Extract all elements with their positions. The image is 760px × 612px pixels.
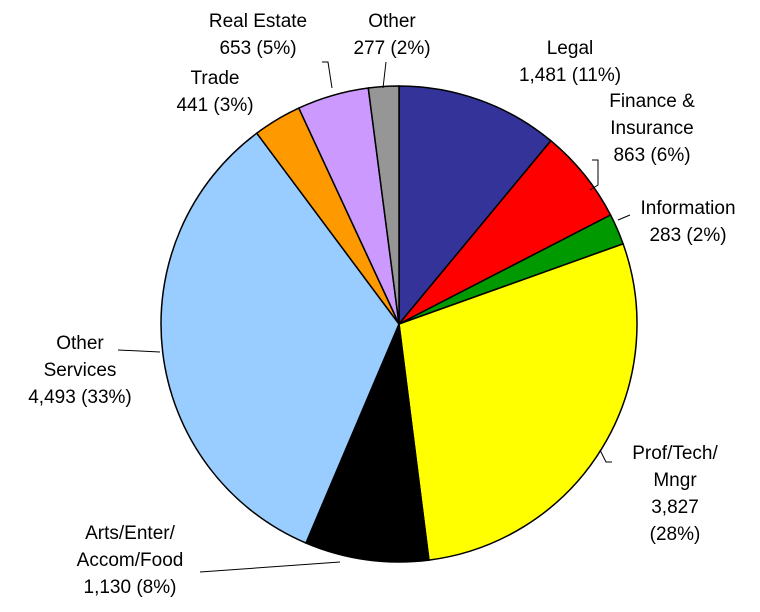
slice-label: Prof/Tech/ Mngr 3,827 (28%) [632,440,718,548]
pie-slice [398,242,638,561]
slice-value: 441 (3%) [176,95,254,116]
slice-label: Trade 441 (3%) [176,65,253,119]
slice-name: Legal [546,38,594,59]
slice-value: 283 (2%) [649,225,727,246]
slice-value: 4,493 (33%) [28,387,132,408]
leader-line [117,349,161,353]
slice-name: Information [640,198,736,219]
slice-name: Prof/Tech/ Mngr [632,443,718,491]
slice-name: Other [368,11,416,32]
leader-line [199,561,341,573]
leader-line [599,449,612,463]
slice-value: 863 (6%) [613,145,691,166]
slice-value: 1,481 (11%) [518,65,622,86]
slice-name: Real Estate [208,11,308,32]
leader-line [617,214,631,221]
leader-line [382,61,387,89]
slice-name: Trade [190,68,240,89]
leader-line [589,159,599,191]
slice-value: 1,130 (8%) [83,577,177,598]
slice-value: 3,827 (28%) [649,497,701,545]
pie-slice [398,85,552,327]
pie-slice [304,321,430,563]
slice-name: Arts/Enter/ Accom/Food [76,523,184,571]
pie-slice [160,132,400,545]
slice-label: Information 283 (2%) [640,195,735,249]
slice-value: 277 (2%) [353,38,431,59]
slice-label: Real Estate 653 (5%) [209,8,307,62]
leader-line [322,61,333,89]
slice-label: Arts/Enter/ Accom/Food 1,130 (8%) [77,520,184,601]
slice-name: Finance & Insurance [609,91,695,139]
slice-label: Other 277 (2%) [353,8,430,62]
slice-label: Finance & Insurance 863 (6%) [609,88,695,169]
slice-name: Other Services [43,333,117,381]
slice-label: Legal 1,481 (11%) [519,35,621,89]
slice-value: 653 (5%) [219,38,297,59]
slice-label: Other Services 4,493 (33%) [28,330,132,411]
